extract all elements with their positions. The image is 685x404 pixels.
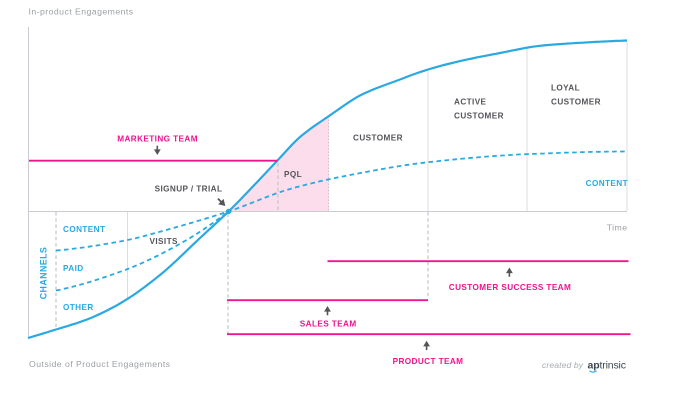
svg-text:PRODUCT TEAM: PRODUCT TEAM — [393, 357, 464, 366]
svg-text:created by: created by — [542, 360, 584, 370]
svg-text:LOYAL: LOYAL — [551, 84, 580, 93]
svg-text:Outside of Product Engagements: Outside of Product Engagements — [29, 359, 171, 369]
svg-text:CHANNELS: CHANNELS — [39, 247, 49, 300]
svg-text:PQL: PQL — [284, 170, 302, 179]
svg-text:CUSTOMER: CUSTOMER — [353, 134, 403, 143]
svg-text:CONTENT: CONTENT — [63, 225, 105, 234]
svg-text:PAID: PAID — [63, 264, 84, 273]
svg-text:Time: Time — [607, 223, 628, 233]
svg-text:ACTIVE: ACTIVE — [454, 97, 487, 106]
svg-text:VISITS: VISITS — [150, 237, 178, 246]
svg-text:CUSTOMER: CUSTOMER — [454, 111, 504, 120]
svg-text:CUSTOMER SUCCESS TEAM: CUSTOMER SUCCESS TEAM — [449, 283, 571, 292]
svg-text:In-product Engagements: In-product Engagements — [29, 7, 134, 17]
svg-text:CUSTOMER: CUSTOMER — [551, 98, 601, 107]
svg-text:SALES TEAM: SALES TEAM — [300, 319, 357, 328]
svg-text:SIGNUP / TRIAL: SIGNUP / TRIAL — [155, 185, 223, 194]
svg-text:MARKETING TEAM: MARKETING TEAM — [117, 135, 198, 144]
svg-text:aptrinsic: aptrinsic — [588, 360, 626, 372]
svg-text:CONTENT: CONTENT — [586, 179, 628, 188]
svg-text:OTHER: OTHER — [63, 303, 94, 312]
